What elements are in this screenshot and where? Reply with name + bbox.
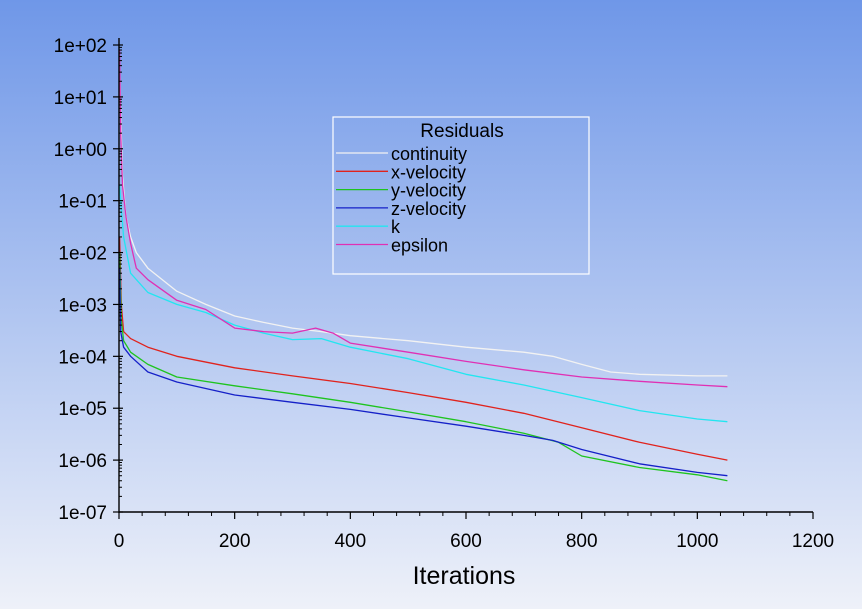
x-ticks: 0 200 400 600 800 1000 1200 [114,512,834,552]
legend: Residuals continuityx-velocityy-velocity… [332,116,590,275]
y-tick-label: 1e-05 [58,399,107,420]
x-tick-label: 800 [566,531,598,552]
y-tick-label: 1e+01 [54,88,107,109]
legend-label-continuity: continuity [391,144,467,164]
y-ticks: 1e-07 1e-06 1e-05 1e-04 1e-03 1e-02 1e-01 1e+00… [54,36,123,524]
legend-items: continuityx-velocityy-velocityz-velocity… [336,144,467,256]
series-layer [119,49,728,482]
y-tick-label: 1e+00 [54,140,107,161]
x-tick-label: 600 [450,531,482,552]
x-tick-label: 400 [334,531,366,552]
y-tick-label: 1e+02 [54,36,107,57]
series-line-k [119,184,728,423]
legend-title: Residuals [420,121,503,142]
x-axis-title: Iterations [413,562,516,590]
legend-label-z-velocity: z-velocity [391,199,466,219]
series-line-epsilon [119,49,728,388]
y-tick-label: 1e-07 [58,503,107,524]
x-tick-label: 0 [114,531,125,552]
series-line-z-velocity [119,268,728,477]
x-tick-label: 1200 [792,531,834,552]
series-line-x-velocity [119,236,728,461]
series-line-continuity [119,65,728,377]
legend-label-x-velocity: x-velocity [391,162,466,182]
x-tick-label: 1000 [676,531,718,552]
y-tick-label: 1e-03 [58,295,107,316]
legend-label-k: k [391,217,401,237]
series-line-y-velocity [119,252,728,482]
y-tick-label: 1e-01 [58,192,107,213]
y-tick-label: 1e-04 [58,347,107,368]
x-tick-label: 200 [219,531,251,552]
legend-box [332,116,590,275]
y-tick-label: 1e-06 [58,451,107,472]
legend-label-epsilon: epsilon [391,236,448,256]
y-tick-label: 1e-02 [58,244,107,265]
legend-label-y-velocity: y-velocity [391,181,466,201]
